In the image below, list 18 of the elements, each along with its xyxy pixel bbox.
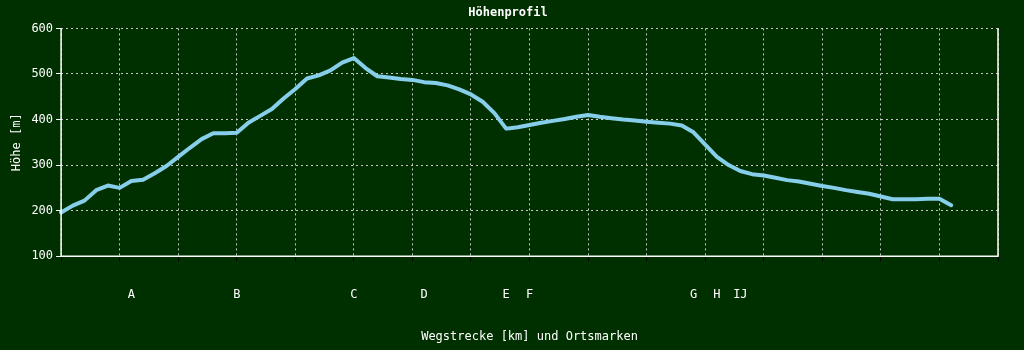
x-tick-label: G [689, 286, 698, 301]
x-tick-label: A [127, 286, 136, 301]
y-tick-label: 200 [31, 202, 54, 217]
x-tick-label: H [713, 286, 721, 301]
x-tick-label: B [233, 286, 241, 301]
chart-title: Höhenprofil [468, 5, 548, 20]
x-tick-label: C [350, 286, 358, 301]
y-tick-label: 300 [31, 157, 54, 172]
y-tick-label: 400 [31, 111, 54, 126]
x-tick-label: E [502, 286, 510, 301]
y-axis-title: Höhe [m] [9, 113, 24, 172]
y-tick-label: 500 [31, 66, 54, 81]
y-tick-label: 600 [31, 20, 54, 35]
x-tick-label: F [525, 286, 534, 301]
y-tick-label: 100 [31, 248, 54, 263]
x-axis-title: Wegstrecke [km] und Ortsmarken [421, 328, 638, 343]
x-tick-label: IJ [733, 286, 748, 301]
x-tick-label: D [420, 286, 428, 301]
